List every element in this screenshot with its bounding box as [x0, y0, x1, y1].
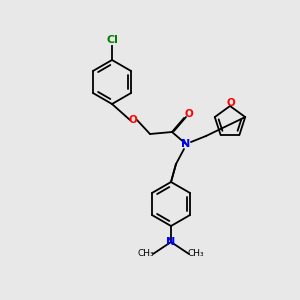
Text: O: O: [226, 98, 236, 108]
Text: N: N: [167, 237, 176, 247]
Text: O: O: [129, 115, 137, 125]
Text: Cl: Cl: [106, 35, 118, 45]
Text: CH₃: CH₃: [138, 250, 154, 259]
Text: N: N: [182, 139, 190, 149]
Text: O: O: [184, 109, 194, 119]
Text: CH₃: CH₃: [188, 250, 204, 259]
